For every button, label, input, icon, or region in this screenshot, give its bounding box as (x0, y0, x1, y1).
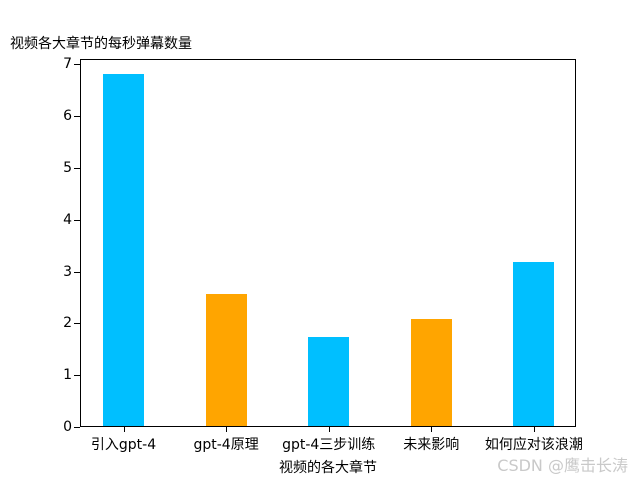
y-tick-label: 5 (63, 159, 72, 176)
x-tick-label: 引入gpt-4 (90, 437, 157, 453)
x-tick-label: 未来影响 (403, 437, 460, 453)
bar-3 (410, 318, 452, 426)
y-tick-label: 4 (63, 211, 72, 228)
x-tick-label: gpt-4原理 (193, 437, 259, 453)
y-tick (74, 220, 80, 221)
x-tick (431, 427, 432, 432)
bar-1 (205, 293, 247, 426)
y-tick (74, 272, 80, 273)
plot-area (80, 59, 576, 427)
y-tick (74, 64, 80, 65)
y-tick (74, 427, 80, 428)
y-tick-label: 7 (63, 56, 72, 73)
y-tick-label: 2 (63, 315, 72, 332)
y-tick (74, 168, 80, 169)
y-tick-label: 6 (63, 108, 72, 124)
chart-title: 视频各大章节的每秒弹幕数量 (10, 36, 192, 52)
y-tick (74, 116, 80, 117)
bar-2 (308, 336, 350, 426)
x-tick-label: gpt-4三步训练 (282, 437, 376, 453)
y-tick (74, 375, 80, 376)
y-tick-label: 1 (63, 367, 72, 384)
x-tick (226, 427, 227, 432)
bar-4 (513, 261, 555, 426)
x-axis-title: 视频的各大章节 (279, 460, 377, 476)
x-tick (534, 427, 535, 432)
y-tick-label: 0 (63, 419, 72, 435)
x-tick (329, 427, 330, 432)
y-tick (74, 323, 80, 324)
x-tick (124, 427, 125, 432)
bar-0 (103, 73, 144, 426)
watermark: CSDN @鹰击长涛 (497, 456, 628, 475)
x-tick-label: 如何应对该浪潮 (484, 437, 583, 453)
y-tick-label: 3 (63, 263, 72, 280)
